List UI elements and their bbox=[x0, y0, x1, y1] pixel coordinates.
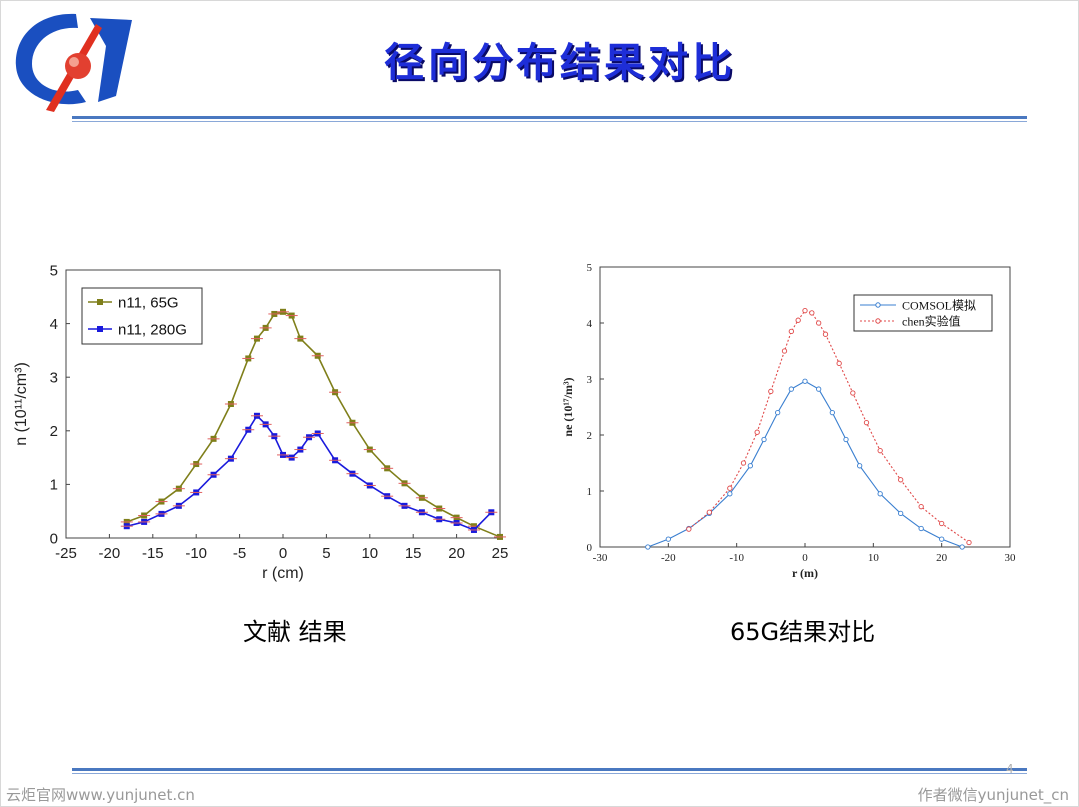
data-point bbox=[727, 491, 733, 497]
data-point bbox=[939, 520, 945, 527]
x-tick-label: -30 bbox=[593, 552, 608, 564]
legend-marker bbox=[875, 318, 881, 324]
data-point bbox=[665, 536, 671, 542]
legend-label-1: chen实验值 bbox=[902, 313, 961, 328]
data-point bbox=[877, 448, 883, 454]
footer-right-text: 作者微信yunjunet_cn bbox=[917, 786, 1069, 804]
caption-right: 65G结果对比 bbox=[730, 618, 876, 646]
footer-divider-thin bbox=[72, 773, 1027, 774]
x-tick-label: 25 bbox=[492, 545, 509, 562]
y-tick-label: 1 bbox=[50, 477, 58, 494]
data-point bbox=[775, 409, 781, 416]
data-point bbox=[802, 378, 808, 384]
y-tick-label: 1 bbox=[587, 486, 593, 498]
y-axis-label: n (10¹¹/cm³) bbox=[13, 362, 30, 446]
y-axis-label: ne (10¹⁷/m³) bbox=[561, 377, 575, 436]
x-tick-label: -20 bbox=[661, 552, 676, 564]
data-point bbox=[761, 436, 767, 443]
data-point bbox=[850, 390, 856, 396]
x-axis-label: r (m) bbox=[792, 566, 818, 580]
y-tick-label: 4 bbox=[50, 316, 58, 333]
x-axis-label: r (cm) bbox=[262, 565, 304, 582]
caption-left: 文献 结果 bbox=[243, 618, 347, 646]
x-tick-label: -10 bbox=[185, 545, 207, 562]
x-tick-label: 0 bbox=[802, 552, 808, 564]
chart-literature: -25 -20 -15 -10 -5 0 5 10 15 20 25 0 1 2 3 4 5 r (cm) n (1… bbox=[13, 262, 509, 582]
data-point bbox=[877, 491, 883, 497]
x-tick-label: -10 bbox=[729, 552, 744, 564]
data-point bbox=[918, 504, 924, 510]
footer-left-text: 云炬官网www.yunjunet.cn bbox=[6, 786, 195, 804]
x-tick-label: -5 bbox=[233, 545, 246, 562]
data-point bbox=[939, 536, 945, 542]
data-point bbox=[747, 463, 753, 469]
x-tick-label: -15 bbox=[142, 545, 164, 562]
x-tick-label: 0 bbox=[279, 545, 287, 562]
data-point bbox=[816, 320, 822, 326]
legend-label-0: COMSOL模拟 bbox=[902, 298, 976, 312]
y-tick-label: 3 bbox=[50, 369, 58, 386]
data-point bbox=[816, 386, 822, 392]
data-point bbox=[740, 460, 747, 466]
data-point bbox=[809, 310, 815, 316]
data-point bbox=[822, 331, 829, 337]
x-tick-label: 20 bbox=[448, 545, 465, 562]
data-point bbox=[959, 544, 965, 550]
data-point bbox=[843, 436, 849, 443]
x-tick-label: -20 bbox=[99, 545, 121, 562]
y-tick-label: 5 bbox=[50, 262, 58, 279]
data-point bbox=[918, 525, 924, 532]
data-point bbox=[836, 360, 842, 366]
data-point bbox=[727, 485, 733, 491]
y-tick-label: 4 bbox=[587, 318, 593, 330]
x-tick-label: -25 bbox=[55, 545, 77, 562]
y-tick-label: 2 bbox=[587, 430, 593, 442]
legend-marker bbox=[97, 326, 103, 332]
x-tick-label: 20 bbox=[936, 552, 948, 564]
data-point bbox=[898, 477, 904, 483]
data-point bbox=[788, 386, 794, 392]
x-tick-label: 15 bbox=[405, 545, 422, 562]
data-point bbox=[802, 308, 808, 314]
header-divider bbox=[72, 116, 1027, 119]
legend-label-1: n11, 280G bbox=[118, 321, 187, 338]
x-tick-label: 10 bbox=[361, 545, 378, 562]
institute-logo bbox=[15, 13, 132, 112]
data-point bbox=[788, 328, 794, 335]
legend-label-0: n11, 65G bbox=[118, 294, 179, 311]
data-point bbox=[898, 510, 904, 517]
series-line-0 bbox=[647, 380, 963, 548]
series-line-1 bbox=[688, 310, 970, 543]
y-tick-label: 0 bbox=[50, 530, 58, 547]
data-point bbox=[795, 317, 801, 323]
legend-box bbox=[853, 294, 993, 332]
footer-divider bbox=[72, 768, 1027, 771]
data-point bbox=[768, 388, 774, 394]
data-point bbox=[754, 429, 760, 435]
x-tick-label: 5 bbox=[322, 545, 330, 562]
x-tick-label: 10 bbox=[868, 552, 880, 564]
series-line-1 bbox=[126, 414, 492, 531]
y-tick-label: 2 bbox=[50, 423, 58, 440]
y-tick-label: 0 bbox=[587, 542, 593, 554]
data-point bbox=[829, 409, 835, 416]
x-tick-label: 30 bbox=[1005, 552, 1017, 564]
data-point bbox=[863, 420, 870, 426]
data-point bbox=[857, 463, 863, 469]
data-point bbox=[966, 539, 972, 546]
chart-65g-comparison: -30 -20 -10 0 10 20 30 0 1 2 3 4 5 r (m) ne (10¹⁷/m³) C… bbox=[561, 262, 1017, 580]
legend-marker bbox=[875, 302, 881, 308]
data-point bbox=[686, 526, 692, 532]
page-number: 4 bbox=[1006, 762, 1014, 776]
data-point bbox=[706, 509, 712, 515]
y-tick-label: 5 bbox=[587, 262, 593, 274]
slide-title: 径向分布结果对比 bbox=[384, 40, 736, 86]
y-tick-label: 3 bbox=[587, 374, 593, 386]
header-divider-thin bbox=[72, 121, 1027, 122]
legend-box bbox=[81, 287, 203, 345]
legend-marker bbox=[97, 299, 103, 305]
data-point bbox=[645, 544, 651, 550]
data-point bbox=[781, 348, 788, 354]
